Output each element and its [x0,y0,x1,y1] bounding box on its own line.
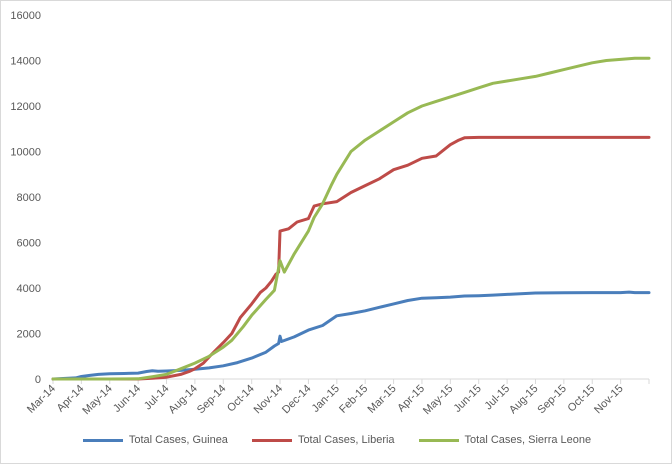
x-tick-label: Mar-15 [366,383,399,416]
y-tick-label: 16000 [10,10,41,22]
y-tick-label: 12000 [10,101,41,113]
x-tick-label: Dec-14 [280,383,314,417]
x-tick-label: Jan-15 [310,383,342,415]
legend-item-3: Total Cases, Sierra Leone [418,434,592,446]
x-tick-label: May-15 [421,383,455,417]
x-tick-label: Oct-14 [225,383,257,415]
x-tick-label: Sep-14 [195,383,229,417]
x-tick-label: Oct-15 [566,383,598,415]
series-lines [51,56,651,381]
series-line-2 [51,135,651,381]
legend-label: Total Cases, Liberia [297,434,395,446]
legend-swatch [82,438,123,442]
x-tick-label: Feb-15 [337,383,370,416]
x-tick-label: Jun-14 [111,383,143,415]
x-tick-label: Nov-15 [592,383,626,417]
x-tick-label: Mar-14 [25,383,58,416]
legend-item-1: Total Cases, Guinea [82,434,228,446]
y-tick-label: 0 [35,374,41,386]
chart-legend: Total Cases, Guinea Total Cases, Liberia T… [1,434,672,446]
legend-swatch [251,438,292,442]
legend-label: Total Cases, Sierra Leone [464,434,592,446]
legend-swatch [418,438,459,442]
series-line-1 [51,290,651,381]
x-axis-ticks: Mar-14Apr-14May-14Jun-14Jul-14Aug-14Sep-… [25,383,626,417]
x-tick-label: Aug-14 [166,383,200,417]
x-tick-label: Aug-15 [507,383,541,417]
x-tick-label: Jun-15 [452,383,484,415]
y-tick-label: 4000 [17,283,41,295]
legend-item-2: Total Cases, Liberia [251,434,395,446]
y-tick-label: 14000 [10,56,41,68]
y-tick-label: 8000 [17,192,41,204]
x-tick-label: May-14 [80,383,114,417]
x-tick-label: Sep-15 [535,383,569,417]
legend-label: Total Cases, Guinea [128,434,228,446]
y-tick-label: 2000 [17,329,41,341]
series-line-3 [51,56,651,381]
y-axis-ticks: 0 2000 4000 6000 8000 10000 12000 14000 16000 [10,10,41,386]
y-tick-label: 10000 [10,147,41,159]
y-tick-label: 6000 [17,238,41,250]
x-tick-label: Nov-14 [252,383,286,417]
